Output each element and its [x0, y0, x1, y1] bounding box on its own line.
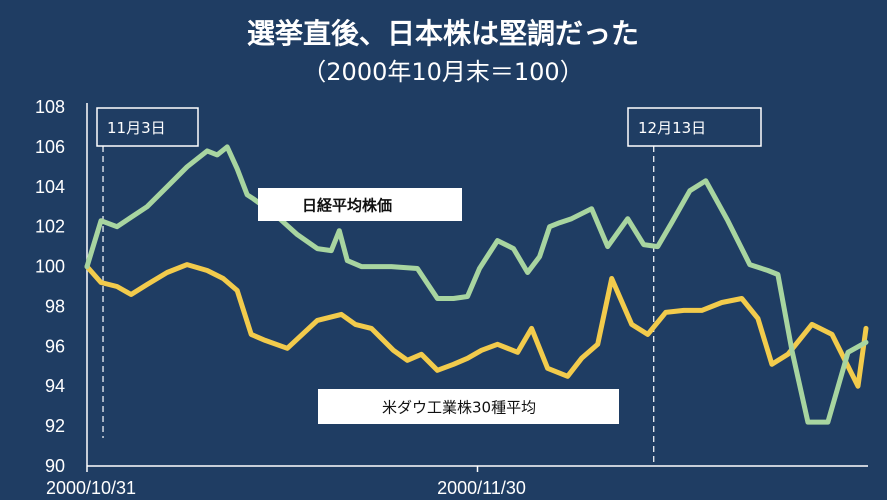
y-tick-label: 90 [45, 456, 65, 476]
y-tick-label: 92 [45, 416, 65, 436]
y-tick-label: 106 [35, 137, 65, 157]
x-tick-label: 2000/11/30 [437, 478, 526, 498]
series-line [84, 144, 869, 425]
event-marker-box [96, 107, 199, 147]
series-line [84, 262, 869, 389]
series-label-box [318, 389, 619, 424]
y-tick-label: 96 [45, 336, 65, 356]
series-label: 日経平均株価 [302, 197, 392, 215]
series-layer [84, 144, 869, 425]
axes: 90 92 94 96 98 100 102 104 106 108 2000/10/31 2000/… [35, 97, 868, 498]
y-tick-label: 102 [35, 217, 65, 237]
annotation-layer: 11月3日 12月13日 [96, 107, 762, 462]
series-label: 米ダウ工業株30種平均 [382, 399, 536, 417]
event-marker-label: 12月13日 [638, 119, 706, 137]
y-tick-label: 94 [45, 376, 65, 396]
event-marker-box [627, 107, 762, 147]
x-tick-label: 2000/10/31 [46, 478, 136, 498]
chart-subtitle: （2000年10月末＝100） [302, 58, 583, 86]
y-tick-label: 108 [35, 97, 65, 117]
chart-title: 選挙直後、日本株は堅調だった [247, 17, 639, 50]
y-tick-label: 100 [35, 257, 65, 277]
event-marker-label: 11月3日 [107, 119, 166, 137]
y-tick-label: 98 [45, 296, 65, 316]
series-label-box [258, 188, 462, 221]
y-tick-label: 104 [35, 177, 65, 197]
